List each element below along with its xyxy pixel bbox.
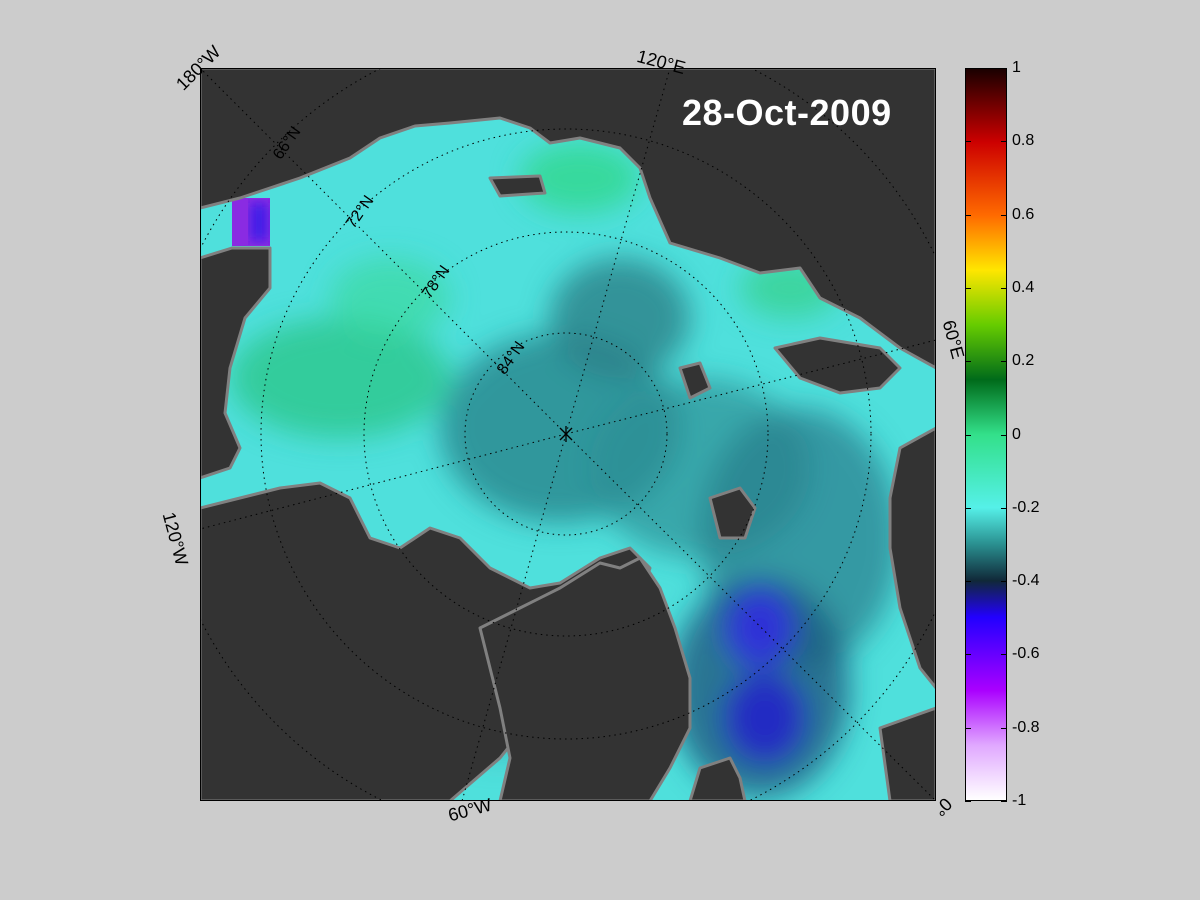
colorbar-tick-label: -1 xyxy=(1012,792,1027,809)
colorbar-tick-mark xyxy=(965,801,971,802)
colorbar-tick-label: 0 xyxy=(1012,425,1021,443)
colorbar-tick-mark xyxy=(965,214,971,216)
colorbar-tick-label: 0.8 xyxy=(1012,132,1035,150)
land xyxy=(200,68,936,801)
colorbar xyxy=(965,68,1007,801)
colorbar-tick-mark xyxy=(1001,141,1007,143)
graticule xyxy=(200,68,936,801)
colorbar-tick-mark xyxy=(965,361,971,363)
colorbar-tick-mark xyxy=(1001,68,1007,69)
purple-anomaly-inner xyxy=(250,203,268,241)
polar-map xyxy=(200,68,936,801)
colorbar-tick-mark xyxy=(1001,434,1007,436)
colorbar-tick-mark xyxy=(1001,214,1007,216)
colorbar-tick-mark xyxy=(965,727,971,729)
north-pole-marker xyxy=(559,426,573,442)
longitude-label-120w: 120°W xyxy=(158,510,193,568)
colorbar-tick-label: 1 xyxy=(1012,59,1021,76)
date-label: 28-Oct-2009 xyxy=(682,92,892,133)
colorbar-tick-mark xyxy=(1001,287,1007,289)
colorbar-tick-mark xyxy=(965,581,971,583)
colorbar-tick-label: 0.4 xyxy=(1012,278,1035,296)
colorbar-tick-mark xyxy=(965,68,971,69)
colorbar-tick-label: -0.6 xyxy=(1012,645,1040,663)
colorbar-tick-label: 0.2 xyxy=(1012,352,1035,370)
longitude-label-60e: 60°E xyxy=(938,318,969,362)
colorbar-tick-mark xyxy=(965,141,971,143)
colorbar-tick-mark xyxy=(965,507,971,509)
map-frame xyxy=(200,68,936,801)
colorbar-tick-mark xyxy=(1001,361,1007,363)
colorbar-tick-label: -0.8 xyxy=(1012,718,1040,736)
colorbar-tick-mark xyxy=(1001,581,1007,583)
colorbar-tick-mark xyxy=(1001,801,1007,802)
colorbar-tick-label: -0.4 xyxy=(1012,572,1040,590)
colorbar-tick-label: -0.2 xyxy=(1012,498,1040,516)
colorbar-tick-mark xyxy=(1001,727,1007,729)
colorbar-tick-mark xyxy=(965,287,971,289)
colorbar-tick-mark xyxy=(1001,654,1007,656)
colorbar-tick-label: 0.6 xyxy=(1012,205,1035,223)
polar-map-canvas xyxy=(200,68,936,801)
colorbar-tick-mark xyxy=(965,654,971,656)
colorbar-tick-mark xyxy=(1001,507,1007,509)
colorbar-tick-mark xyxy=(965,434,971,436)
